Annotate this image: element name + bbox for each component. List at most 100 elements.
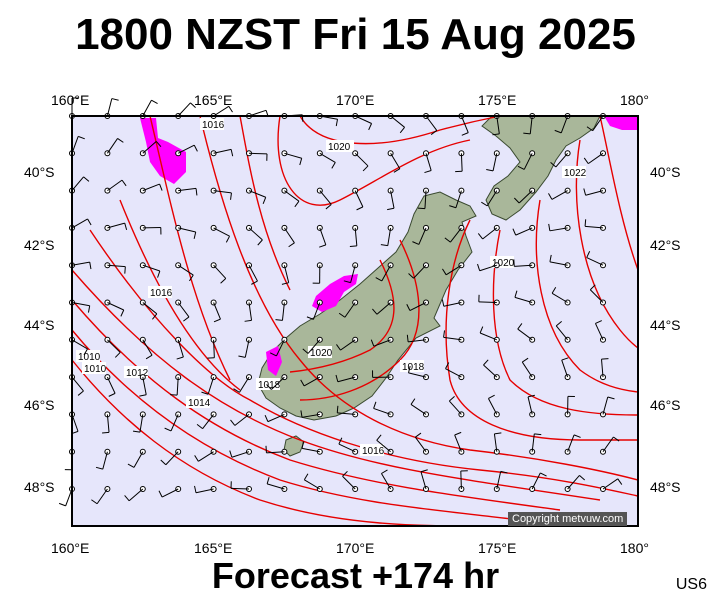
barb-feather xyxy=(381,469,388,474)
lon-label-bottom-175: 175°E xyxy=(478,540,517,556)
barb-feather xyxy=(108,392,116,397)
barb-feather xyxy=(380,244,388,247)
barb-shaft xyxy=(71,376,84,392)
barb-shaft xyxy=(142,264,160,272)
barb-feather xyxy=(589,284,596,291)
barb-feather xyxy=(275,319,283,321)
barb-feather xyxy=(517,165,525,170)
isobar-label-bg xyxy=(148,286,172,298)
barb-feather xyxy=(349,245,357,247)
barb-shaft xyxy=(234,414,250,426)
barb-feather xyxy=(230,149,234,157)
barb-feather xyxy=(561,357,569,361)
barb-feather xyxy=(269,352,277,357)
isobar-label: 1020 xyxy=(310,348,333,359)
barb-shaft xyxy=(517,328,533,341)
isobar-label: 1020 xyxy=(492,258,515,269)
rain-area-2 xyxy=(604,116,638,130)
barb-shaft xyxy=(319,190,332,205)
wind-barbs xyxy=(58,97,623,507)
barb-feather xyxy=(102,431,110,434)
barb-feather xyxy=(300,410,303,418)
barb-feather xyxy=(262,197,267,204)
barb-shaft xyxy=(373,407,391,415)
barb-shaft xyxy=(106,138,118,154)
barb-feather xyxy=(443,330,446,338)
barb-shaft xyxy=(350,265,356,283)
barb-feather xyxy=(387,207,395,211)
barb-feather xyxy=(393,168,401,173)
barb-feather xyxy=(225,235,231,243)
barb-feather xyxy=(95,466,103,470)
barb-shaft xyxy=(443,302,462,307)
barb-shaft xyxy=(139,414,144,433)
barb-shaft xyxy=(354,115,372,124)
barb-feather xyxy=(87,218,92,226)
barb-shaft xyxy=(161,488,179,498)
barb-shaft xyxy=(213,302,221,320)
barb-shaft xyxy=(248,264,258,282)
region-code: US6 xyxy=(675,576,707,593)
barb-shaft xyxy=(514,264,533,267)
barb-shaft xyxy=(266,483,285,490)
barb-feather xyxy=(336,405,339,413)
barb-shaft xyxy=(301,413,320,418)
forecast-label: Forecast +174 hr xyxy=(211,555,500,596)
isobar-line xyxy=(71,269,601,501)
barb-shaft xyxy=(302,447,320,453)
barb-shaft xyxy=(165,451,179,466)
barb-shaft xyxy=(586,257,604,266)
lat-label-right-48: 48°S xyxy=(650,479,681,495)
barb-shaft xyxy=(483,364,498,378)
barb-shaft xyxy=(445,368,462,378)
barb-shaft xyxy=(354,190,364,208)
lat-label-right-46: 46°S xyxy=(650,397,681,413)
barb-shaft xyxy=(585,225,604,229)
barb-shaft xyxy=(283,227,295,244)
barb-shaft xyxy=(177,264,194,276)
barb-feather xyxy=(319,244,326,248)
isobar-line xyxy=(89,229,639,497)
lat-label-left-40: 40°S xyxy=(24,164,55,180)
barb-shaft xyxy=(549,227,568,232)
barb-feather xyxy=(127,463,135,468)
isobar-label-bg xyxy=(200,118,224,130)
barb-shaft xyxy=(142,302,158,315)
barb-shaft xyxy=(460,470,462,490)
barb-shaft xyxy=(515,227,533,236)
barb-feather xyxy=(201,391,209,395)
barb-shaft xyxy=(71,176,84,191)
copyright-label: Copyright metvuw.com xyxy=(508,512,628,526)
barb-feather xyxy=(301,441,304,449)
isobar-label: 1010 xyxy=(84,364,107,375)
barb-shaft xyxy=(142,183,160,192)
barb-feather xyxy=(78,135,85,140)
barb-shaft xyxy=(267,413,285,423)
barb-feather xyxy=(494,432,502,435)
barb-feather xyxy=(120,309,125,317)
barb-shaft xyxy=(420,471,427,490)
barb-shaft xyxy=(486,190,498,207)
barb-feather xyxy=(550,162,557,168)
barb-shaft xyxy=(283,265,290,283)
barb-shaft xyxy=(478,301,497,303)
barb-feather xyxy=(338,312,346,318)
isobar-label-bg xyxy=(308,346,332,358)
barb-feather xyxy=(87,305,91,313)
barb-feather xyxy=(579,475,586,481)
barb-shaft xyxy=(65,488,73,507)
barb-shaft xyxy=(381,264,392,282)
barb-feather xyxy=(548,223,551,231)
isobar-line xyxy=(119,199,241,391)
barb-shaft xyxy=(71,339,88,350)
barb-feather xyxy=(190,102,196,108)
barb-feather xyxy=(399,126,405,134)
barb-feather xyxy=(124,222,128,230)
isobar-line xyxy=(71,329,521,521)
barb-shaft xyxy=(244,339,250,358)
barb-feather xyxy=(376,434,382,441)
barb-shaft xyxy=(202,414,214,429)
barb-feather xyxy=(230,192,232,200)
barb-shaft xyxy=(248,190,266,198)
barb-feather xyxy=(513,197,520,204)
